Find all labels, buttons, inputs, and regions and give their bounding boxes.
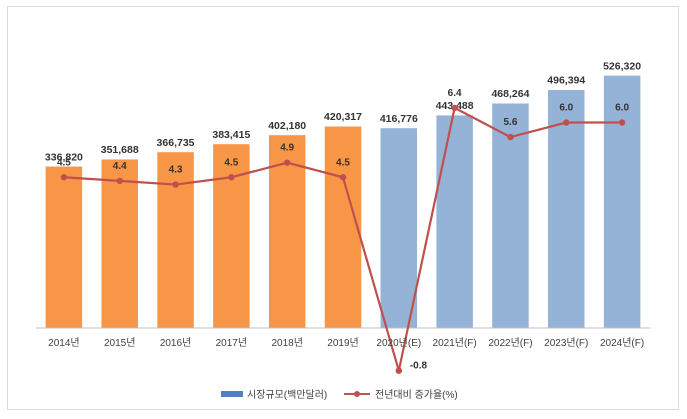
line-point xyxy=(451,104,458,112)
x-tick-label: 2016년 xyxy=(160,337,191,349)
line-value-label: 4.5 xyxy=(57,157,71,168)
bar xyxy=(156,151,195,329)
x-tick-label: 2024년(F) xyxy=(600,337,644,349)
bar xyxy=(45,166,83,329)
line-point xyxy=(395,367,403,374)
x-tick-label: 2018년 xyxy=(271,337,302,349)
legend-bar-label: 시장규모(백만달러) xyxy=(247,389,327,401)
line-point xyxy=(283,159,291,166)
line-value-label: 4.4 xyxy=(113,161,127,172)
bar xyxy=(435,114,474,329)
x-tick-label: 2022년(F) xyxy=(488,337,532,349)
legend-line-label: 전년대비 증가율(%) xyxy=(375,389,458,401)
line-point xyxy=(172,181,179,188)
bar xyxy=(380,127,418,329)
bar xyxy=(547,89,586,329)
bar xyxy=(603,75,641,329)
x-tick-label: 2020년(E) xyxy=(376,337,421,349)
bar-value-label: 383,415 xyxy=(212,129,250,141)
bar-value-label: 496,394 xyxy=(547,75,585,87)
line-value-label: 6.0 xyxy=(559,103,573,114)
line-value-label: 4.9 xyxy=(280,143,294,154)
line-value-label: 6.4 xyxy=(448,88,462,99)
bar-value-labels: 336,820 351,688 366,735 383,415 402,180 420,3… xyxy=(45,60,641,163)
line-point xyxy=(60,174,68,181)
x-tick-labels: 2014년 2015년 2016년 2017년 2018년 2019년 2020년(E) 20… xyxy=(48,337,644,349)
x-tick-label: 2019년 xyxy=(327,337,358,349)
bar-value-label: 416,776 xyxy=(380,113,418,125)
bar-value-label: 526,320 xyxy=(603,60,641,72)
x-tick-label: 2023년(F) xyxy=(544,337,588,349)
line-value-label: 4.5 xyxy=(336,157,350,168)
line-point xyxy=(339,174,347,181)
legend: 시장규모(백만달러) 전년대비 증가율(%) xyxy=(221,389,458,401)
line-point xyxy=(618,119,626,126)
bar-value-label: 402,180 xyxy=(268,120,306,132)
bar xyxy=(212,143,251,329)
line-value-label: 4.3 xyxy=(169,165,183,176)
line-value-label: 5.6 xyxy=(504,117,518,128)
x-tick-label: 2021년(F) xyxy=(433,337,477,349)
line-value-label: 6.0 xyxy=(615,103,629,114)
legend-bar-swatch xyxy=(221,391,243,397)
bar-value-label: 366,735 xyxy=(157,137,195,149)
line-value-label: 4.5 xyxy=(224,157,238,168)
line-point xyxy=(563,119,570,126)
line-point xyxy=(507,133,514,141)
line-point xyxy=(116,177,123,185)
x-tick-label: 2014년 xyxy=(48,337,79,349)
x-tick-label: 2015년 xyxy=(104,337,135,349)
bar-value-label: 351,688 xyxy=(101,144,139,156)
bar-value-label: 420,317 xyxy=(324,111,362,123)
chart-frame: 336,820 351,688 366,735 383,415 402,180 420,3… xyxy=(7,6,679,410)
line-point xyxy=(228,174,235,181)
combo-chart: 336,820 351,688 366,735 383,415 402,180 420,3… xyxy=(36,60,650,401)
bar xyxy=(268,134,306,329)
line-series xyxy=(60,104,626,374)
bar-series xyxy=(45,75,641,329)
bar xyxy=(324,125,362,329)
bar xyxy=(100,158,139,329)
x-tick-label: 2017년 xyxy=(216,337,247,349)
legend-line-marker xyxy=(354,391,360,397)
line-value-label: -0.8 xyxy=(410,361,428,372)
line-value-labels: 4.5 4.4 4.3 4.5 4.9 4.5 -0.8 6.4 5.6 6.0 6.0 xyxy=(57,88,630,372)
bar-value-label: 468,264 xyxy=(491,88,529,100)
bar-value-label: 336,820 xyxy=(45,151,83,163)
